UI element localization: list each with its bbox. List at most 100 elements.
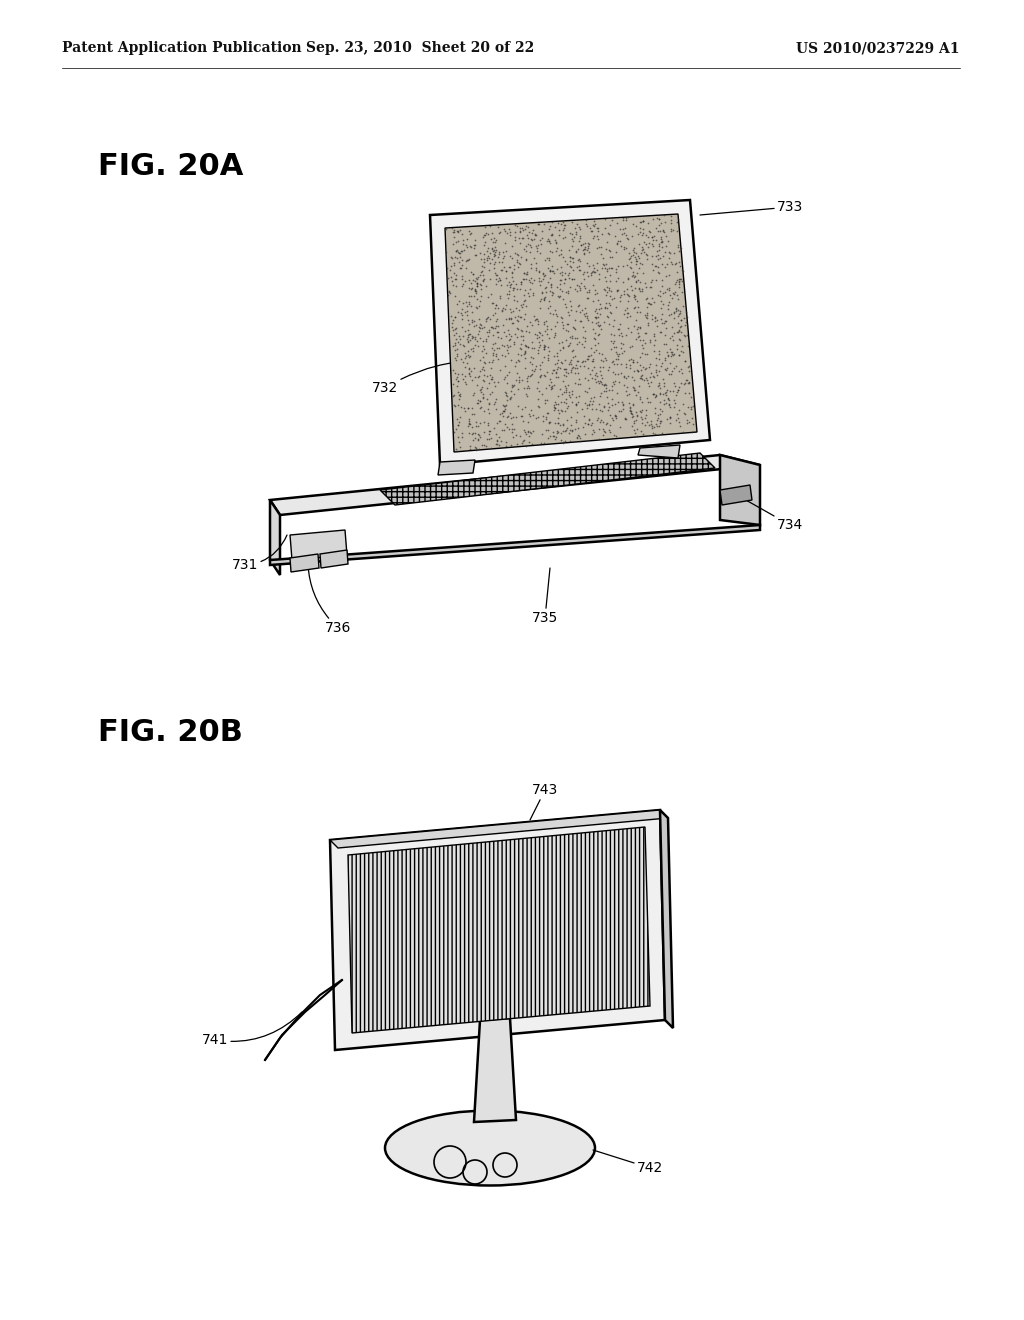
- Point: [592, 400, 608, 421]
- Point: [663, 396, 679, 417]
- Point: [616, 282, 633, 304]
- Point: [490, 267, 507, 288]
- Point: [595, 425, 611, 446]
- Point: [591, 269, 607, 290]
- Point: [657, 385, 674, 407]
- Point: [557, 359, 573, 380]
- Point: [578, 232, 594, 253]
- Point: [484, 231, 501, 252]
- Point: [589, 409, 605, 430]
- Point: [673, 269, 689, 290]
- Point: [499, 364, 515, 385]
- Point: [580, 235, 596, 256]
- Point: [656, 256, 673, 277]
- Point: [632, 388, 648, 409]
- Point: [521, 235, 538, 256]
- Point: [505, 407, 521, 428]
- Point: [574, 351, 591, 372]
- Point: [544, 224, 560, 246]
- Point: [541, 375, 557, 396]
- Point: [529, 213, 546, 234]
- Point: [541, 290, 557, 312]
- Point: [669, 322, 685, 343]
- Point: [457, 356, 473, 378]
- Point: [462, 438, 478, 459]
- Point: [568, 256, 585, 277]
- Point: [439, 268, 456, 289]
- Point: [478, 247, 495, 268]
- Point: [612, 314, 629, 335]
- Point: [466, 279, 482, 300]
- Point: [458, 346, 474, 367]
- Point: [557, 226, 573, 247]
- Point: [532, 355, 549, 376]
- Point: [483, 368, 500, 389]
- Point: [443, 317, 460, 338]
- Point: [604, 388, 621, 409]
- Point: [495, 315, 511, 337]
- Point: [568, 242, 585, 263]
- Point: [568, 426, 585, 447]
- Point: [467, 422, 483, 444]
- Point: [581, 309, 597, 330]
- Point: [586, 215, 602, 236]
- Point: [539, 389, 555, 411]
- Point: [532, 230, 549, 251]
- Point: [646, 329, 663, 350]
- Point: [629, 263, 645, 284]
- Point: [474, 359, 490, 380]
- Point: [664, 213, 680, 234]
- Point: [536, 432, 552, 453]
- Point: [578, 214, 594, 235]
- Point: [501, 256, 517, 277]
- Point: [662, 243, 678, 264]
- Point: [610, 325, 627, 346]
- Point: [605, 350, 622, 371]
- Point: [498, 261, 514, 282]
- Point: [485, 253, 502, 275]
- Point: [520, 234, 537, 255]
- Point: [681, 383, 697, 404]
- Point: [674, 271, 690, 292]
- Point: [608, 242, 625, 263]
- Point: [480, 399, 497, 420]
- Point: [624, 246, 640, 267]
- Point: [502, 256, 518, 277]
- Point: [504, 374, 520, 395]
- Point: [472, 265, 488, 286]
- Point: [524, 272, 541, 293]
- Point: [454, 223, 470, 244]
- Point: [566, 227, 583, 248]
- Point: [501, 272, 517, 293]
- Point: [629, 418, 645, 440]
- Point: [485, 244, 502, 265]
- Point: [607, 426, 624, 447]
- Point: [509, 249, 525, 271]
- Point: [517, 341, 534, 362]
- Point: [577, 405, 593, 426]
- Point: [592, 385, 608, 407]
- Point: [575, 356, 592, 378]
- Point: [625, 393, 641, 414]
- Point: [559, 321, 575, 342]
- Point: [630, 381, 646, 403]
- Point: [681, 372, 697, 393]
- Point: [496, 246, 512, 267]
- Point: [499, 335, 515, 356]
- Point: [611, 230, 628, 251]
- Point: [608, 296, 625, 317]
- Point: [540, 347, 556, 368]
- Point: [530, 214, 547, 235]
- Point: [606, 405, 623, 426]
- Point: [670, 380, 686, 401]
- Point: [683, 421, 699, 442]
- Point: [550, 285, 566, 306]
- Point: [550, 399, 566, 420]
- Point: [520, 227, 537, 248]
- Point: [537, 277, 553, 298]
- Point: [547, 391, 563, 412]
- Point: [520, 337, 537, 358]
- Point: [587, 334, 603, 355]
- Point: [532, 298, 549, 319]
- Point: [509, 317, 525, 338]
